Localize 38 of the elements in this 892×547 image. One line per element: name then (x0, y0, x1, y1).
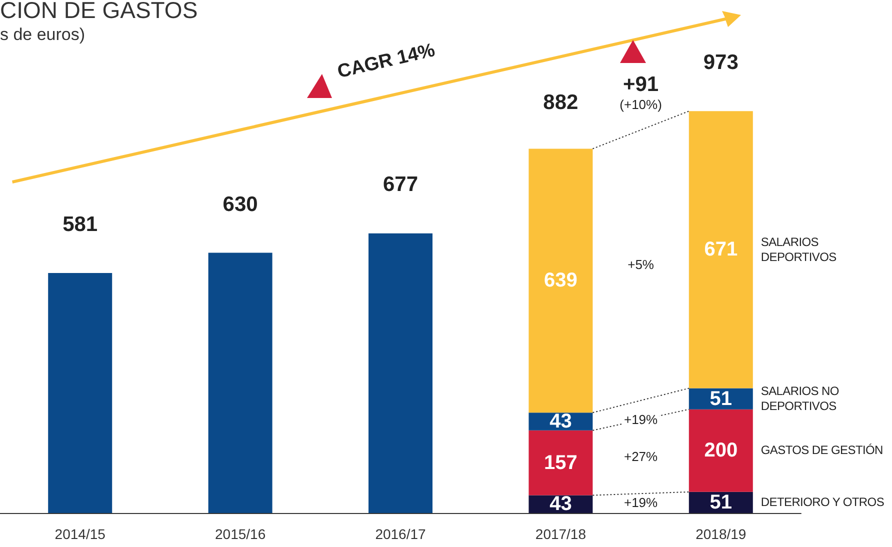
data-label: 639 (544, 270, 578, 292)
annotation: +5% (626, 257, 656, 272)
bar (48, 273, 112, 513)
bar (688, 111, 753, 388)
x-tick-label: 2015/16 (214, 526, 266, 542)
bar (528, 430, 593, 496)
bar (688, 409, 753, 492)
text: +91 (622, 73, 659, 97)
bar (208, 252, 272, 513)
series-label: GASTOS DE GESTIÓN (760, 443, 884, 458)
total-label: 581 (62, 213, 98, 238)
series-label: SALARIOS DEPORTIVOS (760, 234, 838, 265)
annotation: +19% (622, 412, 660, 428)
bar (528, 148, 593, 413)
x-tick-label: 2014/15 (54, 526, 106, 542)
total-label: 677 (382, 173, 418, 198)
text: CAGR 14% (336, 40, 438, 84)
data-label: 671 (704, 238, 738, 261)
total-label: 882 (543, 90, 578, 115)
bar (368, 233, 432, 513)
data-label: 51 (710, 491, 732, 514)
chart-subtitle: s de euros) (0, 25, 86, 45)
data-label: 51 (710, 388, 732, 410)
series-label: SALARIOS NO DEPORTIVOS (760, 384, 840, 414)
chart-title: CION DE GASTOS (0, 0, 198, 24)
data-label: 43 (550, 410, 572, 433)
annotation: +27% (622, 448, 660, 464)
annotation: +19% (622, 495, 660, 510)
data-label: 43 (550, 493, 572, 516)
total-label: 630 (222, 192, 258, 217)
x-tick-label: 2016/17 (375, 526, 426, 542)
data-label: 200 (704, 440, 738, 462)
x-tick-label: 2018/19 (696, 526, 746, 542)
series-label: DETERIORO Y OTROS (760, 494, 886, 510)
annotation: (+10%) (620, 97, 662, 112)
x-tick-label: 2017/18 (535, 526, 586, 542)
data-label: 157 (544, 452, 578, 474)
total-label: 973 (703, 51, 738, 76)
